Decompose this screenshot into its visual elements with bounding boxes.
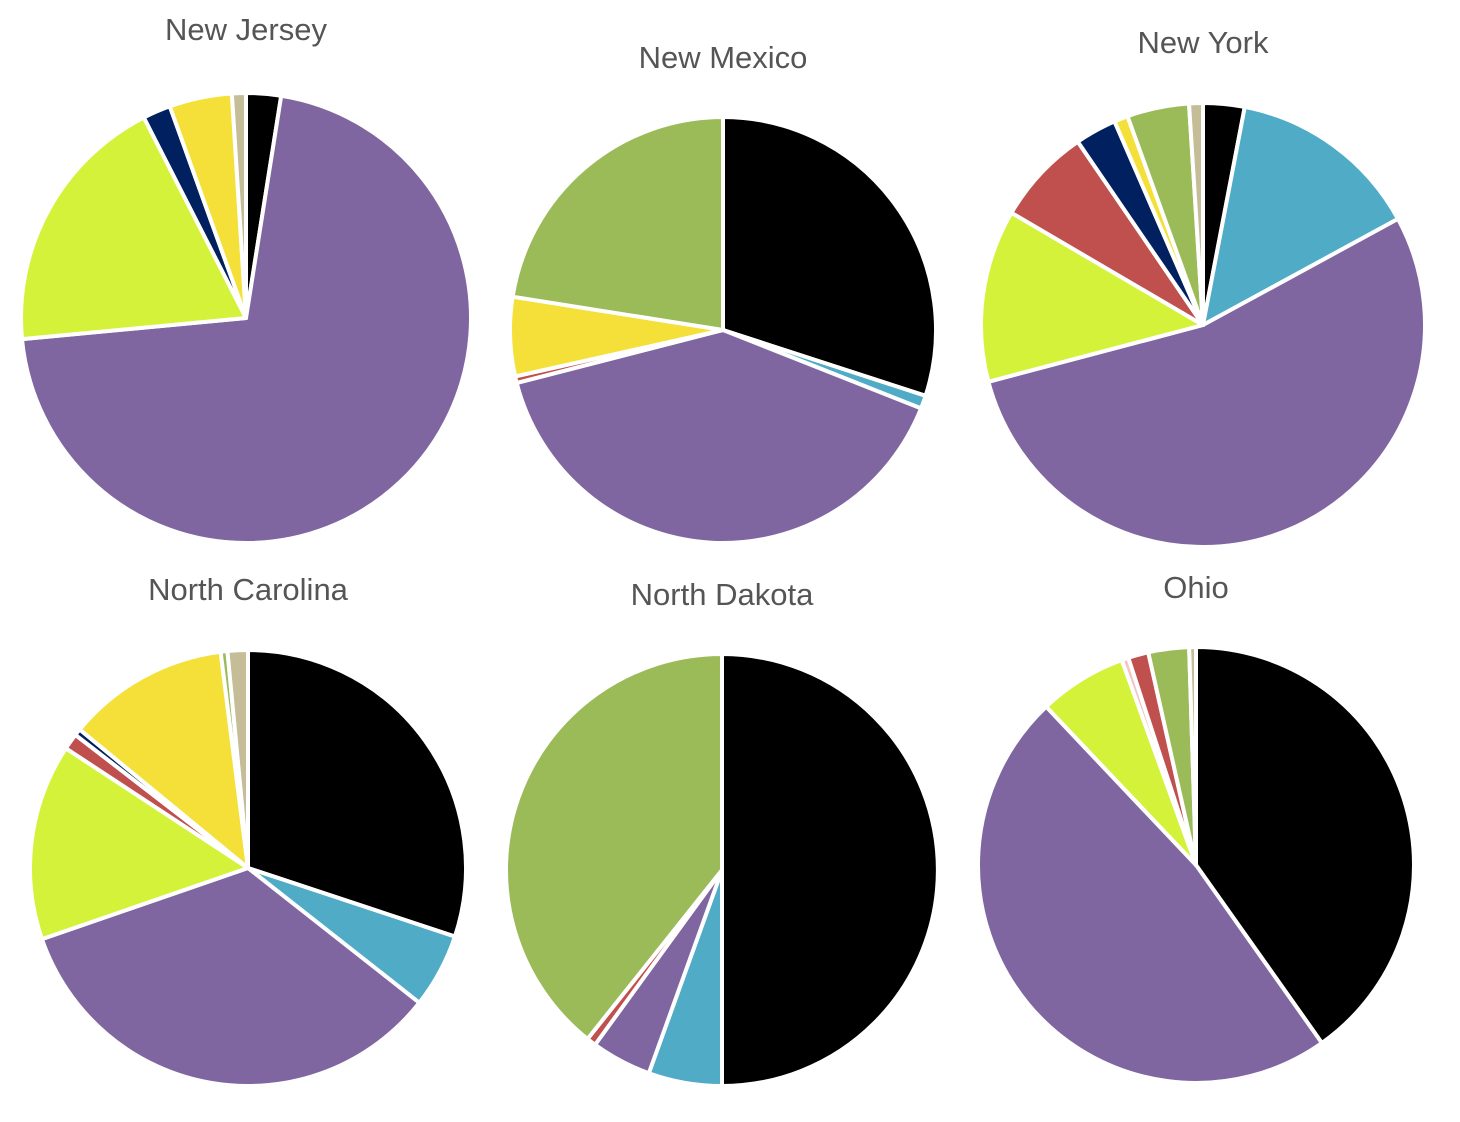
chart-title: New York [1138, 25, 1269, 60]
chart-title: North Carolina [148, 572, 349, 607]
pie-slice [1194, 645, 1416, 1045]
pie-slice [28, 746, 250, 942]
pie-slice [229, 91, 248, 320]
pie-slice [1187, 645, 1198, 867]
pie-slice [19, 115, 248, 342]
pie-slice [510, 115, 725, 332]
chart-title: New Jersey [165, 12, 327, 47]
pie-slice [77, 649, 250, 870]
pie-slice [225, 648, 250, 870]
pie-slice [979, 210, 1205, 384]
pie-slice [1187, 101, 1205, 327]
pie-slice [514, 328, 924, 545]
pie-slice [720, 652, 940, 1088]
pie-slice [503, 652, 724, 1041]
pie-slice [246, 648, 468, 939]
chart-title: New Mexico [639, 40, 808, 75]
pie-slice [976, 704, 1324, 1085]
pie-slice [39, 866, 422, 1089]
pie-slice [721, 115, 938, 398]
chart-title: North Dakota [631, 577, 814, 612]
chart-title: Ohio [1163, 570, 1228, 605]
pie-slice [986, 216, 1427, 549]
pie-slice [1201, 104, 1400, 327]
